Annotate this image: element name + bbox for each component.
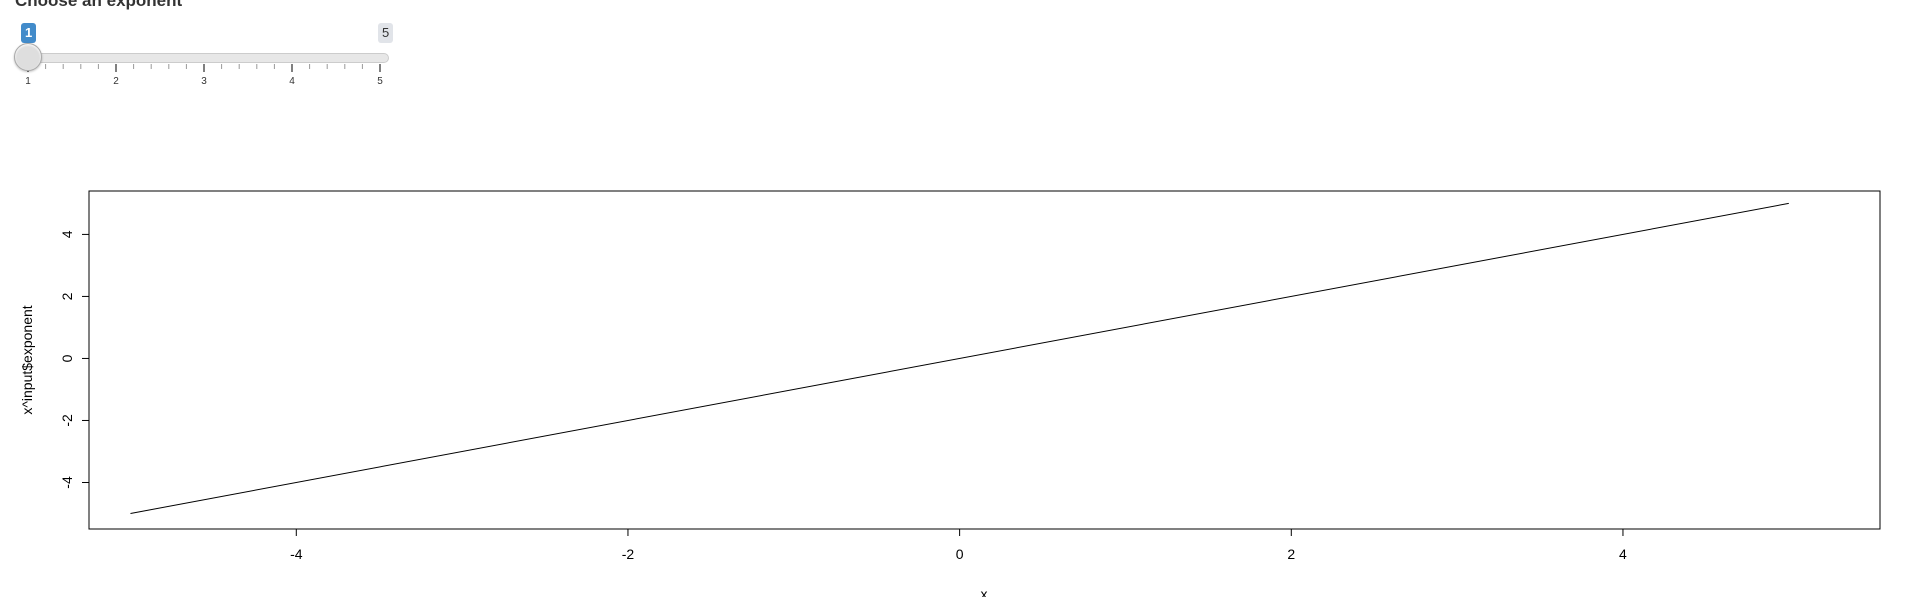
x-tick-label: 0 [956,546,964,562]
x-tick-label: 2 [1287,546,1295,562]
x-axis-label: x [981,586,988,597]
slider-grid-label: 2 [113,76,119,87]
x-tick-label: -4 [290,546,303,562]
y-axis-label: x^input$exponent [19,305,35,414]
plot-frame [88,190,1881,530]
series-line [130,202,1789,514]
x-tick-label: -2 [622,546,635,562]
slider-grid-label: 3 [201,76,207,87]
y-tick-label: 0 [59,354,75,362]
y-tick-label: -4 [59,476,75,489]
slider-grid-label: 1 [25,76,31,87]
y-tick-label: -2 [59,414,75,427]
plot-output: -4 -2 0 2 4 -4 -2 0 2 4 x x^input$exponent [0,120,1912,597]
plot-axes: -4 -2 0 2 4 -4 -2 0 2 4 [59,230,1627,562]
slider-max-badge: 5 [378,23,394,43]
slider-grid-label: 5 [377,76,383,87]
slider-value-badge: 1 [21,23,37,43]
slider-label: Choose an exponent [15,0,183,10]
slider-handle[interactable] [14,43,42,71]
slider-grid-label: 4 [289,76,295,87]
line-plot: -4 -2 0 2 4 -4 -2 0 2 4 x x^input$exponent [19,190,1881,597]
exponent-slider[interactable]: 1 5 1 2 3 4 5 [14,18,399,98]
y-tick-label: 2 [59,292,75,300]
plot-series [130,202,1789,514]
x-tick-label: 4 [1619,546,1627,562]
slider-grid: 1 2 3 4 5 [25,64,383,87]
y-tick-label: 4 [59,230,75,238]
